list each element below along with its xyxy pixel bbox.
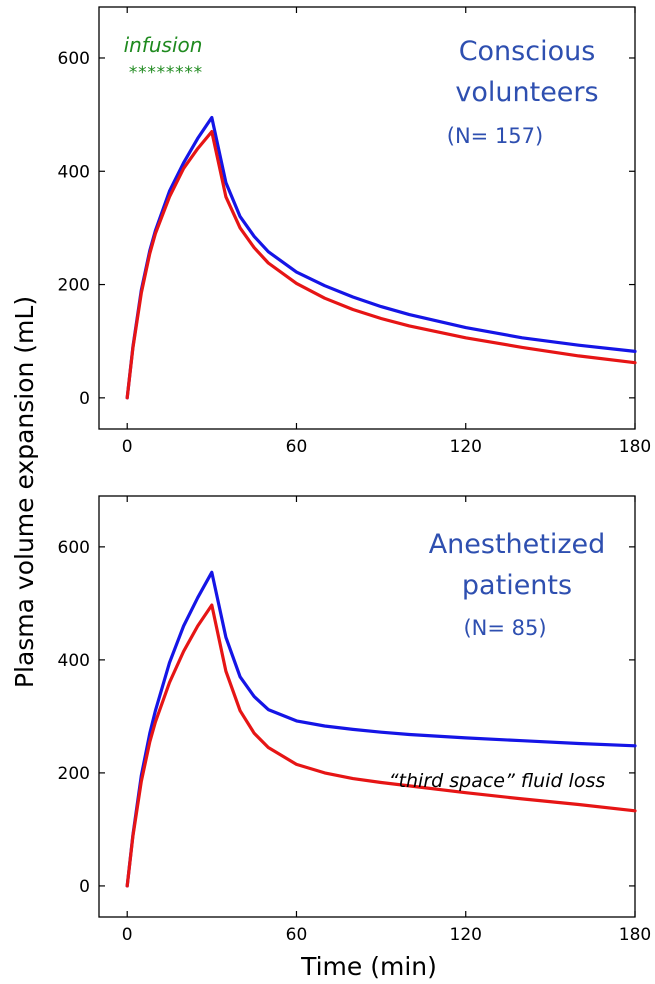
y-tick-label: 400 bbox=[58, 162, 90, 182]
infusion-marker: ******** bbox=[128, 63, 202, 83]
chart-title-line: patients bbox=[462, 570, 572, 601]
chart-subtitle: (N= 157) bbox=[447, 124, 543, 148]
x-axis-title: Time (min) bbox=[300, 952, 437, 981]
y-tick-label: 200 bbox=[58, 276, 90, 296]
y-tick-label: 200 bbox=[58, 764, 90, 784]
y-axis-title: Plasma volume expansion (mL) bbox=[10, 296, 39, 688]
series-line-red bbox=[125, 130, 637, 400]
annotation-label: “third space” fluid loss bbox=[389, 770, 606, 792]
panel-anesthetized-patients: 0 60 120 180 0 200 400 600 Anesthetized patients (… bbox=[58, 495, 651, 945]
chart-title-line: volunteers bbox=[455, 77, 598, 108]
plot-frame bbox=[98, 495, 636, 918]
y-tick-label: 400 bbox=[58, 651, 90, 671]
x-tick-label: 120 bbox=[450, 437, 482, 457]
x-tick-label: 60 bbox=[286, 925, 308, 945]
y-tick-label: 0 bbox=[79, 877, 90, 897]
plot-frame bbox=[98, 6, 636, 430]
y-tick-label: 0 bbox=[79, 389, 90, 409]
chart-title-line: Anesthetized bbox=[429, 529, 606, 560]
chart-title-line: Conscious bbox=[459, 36, 596, 67]
x-tick-label: 120 bbox=[450, 925, 482, 945]
x-tick-label: 180 bbox=[619, 437, 651, 457]
x-tick-label: 0 bbox=[122, 925, 133, 945]
chart-subtitle: (N= 85) bbox=[463, 616, 546, 640]
x-tick-label: 60 bbox=[286, 437, 308, 457]
series-line-blue bbox=[125, 115, 637, 400]
x-tick-label: 0 bbox=[122, 437, 133, 457]
x-tick-label: 180 bbox=[619, 925, 651, 945]
annotation-label: infusion bbox=[124, 33, 203, 57]
y-tick-label: 600 bbox=[58, 538, 90, 558]
y-tick-label: 600 bbox=[58, 49, 90, 69]
series-line-red bbox=[125, 603, 637, 888]
panel-conscious-volunteers: 0 60 120 180 0 200 400 600 Conscious volunteers (N… bbox=[58, 6, 651, 457]
series-line-blue bbox=[125, 570, 637, 888]
